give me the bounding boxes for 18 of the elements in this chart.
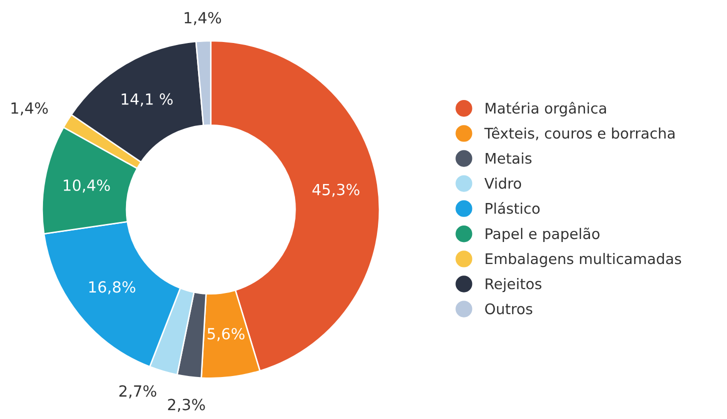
legend-label: Outros: [485, 303, 532, 314]
data-label: 1,4%: [184, 12, 222, 26]
legend-label: Matéria orgânica: [486, 102, 606, 117]
data-label: 45,3%: [312, 184, 360, 197]
legend-label: Têxteis, couros e borracha: [484, 126, 674, 140]
data-label: 10,4%: [64, 179, 110, 193]
legend-label: Vidro: [484, 178, 522, 189]
data-label: 1,4%: [12, 102, 48, 116]
legend-label: Embalagens multicamadas: [486, 252, 682, 268]
data-label: 2,7%: [119, 385, 156, 398]
legend-label: Plástico: [486, 202, 540, 214]
legend-label: Papel e papelão: [486, 228, 600, 242]
legend-label: Metais: [486, 152, 532, 164]
data-label: 16,8%: [89, 281, 136, 294]
data-label: 2,3%: [168, 398, 205, 412]
legend-label: Rejeitos: [486, 278, 542, 292]
data-label: 14,1 %: [122, 93, 173, 106]
data-label: 5,6%: [208, 328, 244, 342]
